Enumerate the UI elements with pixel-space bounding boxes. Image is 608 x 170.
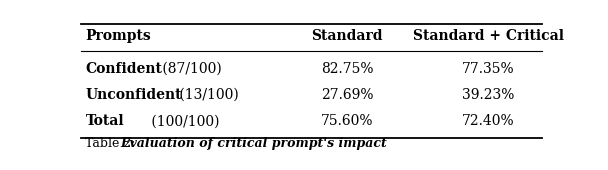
Text: Table 2:: Table 2: [85,137,136,150]
Text: Evaluation of critical prompt's impact: Evaluation of critical prompt's impact [120,137,387,150]
Text: 75.60%: 75.60% [320,114,373,128]
Text: 27.69%: 27.69% [320,88,373,102]
Text: 39.23%: 39.23% [462,88,514,102]
Text: 72.40%: 72.40% [462,114,514,128]
Text: Prompts: Prompts [85,29,151,43]
Text: (13/100): (13/100) [175,88,239,102]
Text: Standard: Standard [311,29,382,43]
Text: (100/100): (100/100) [147,114,219,128]
Text: Unconfident: Unconfident [85,88,182,102]
Text: Total: Total [85,114,124,128]
Text: (87/100): (87/100) [159,62,222,76]
Text: Confident: Confident [85,62,162,76]
Text: Standard + Critical: Standard + Critical [413,29,564,43]
Text: 82.75%: 82.75% [320,62,373,76]
Text: 77.35%: 77.35% [462,62,514,76]
